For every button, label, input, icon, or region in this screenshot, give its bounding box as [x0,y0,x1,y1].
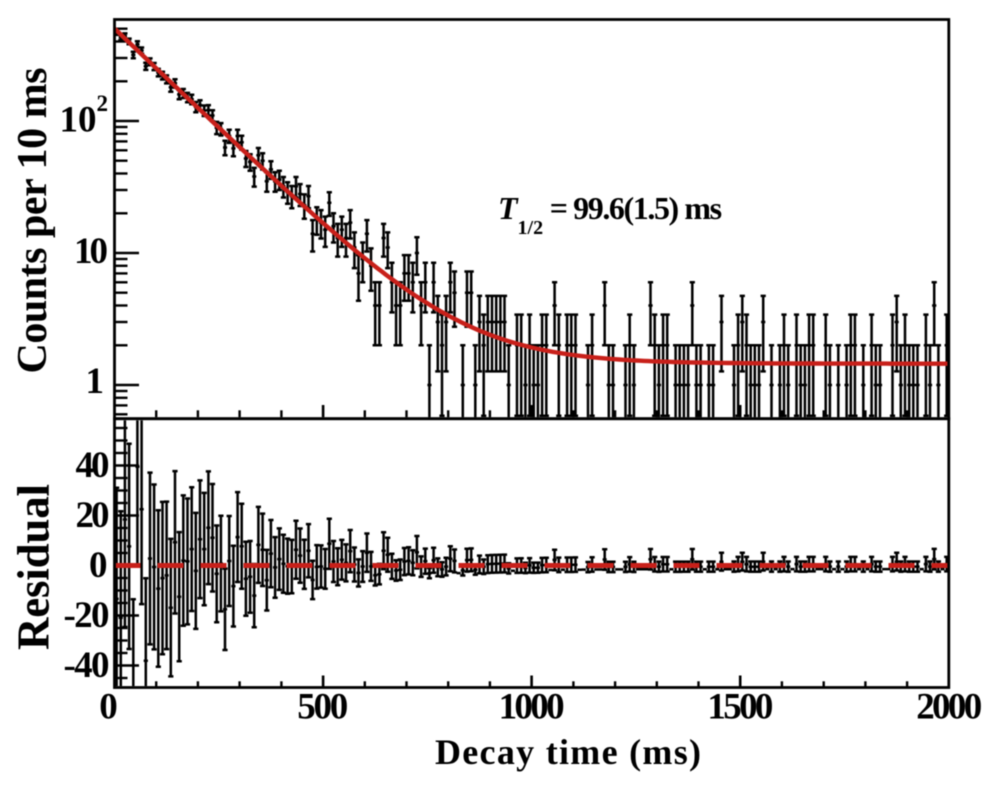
svg-text:1: 1 [86,361,105,402]
svg-text:-40: -40 [64,645,110,686]
svg-text:20: 20 [76,495,110,536]
svg-text:0: 0 [99,687,118,728]
svg-text:0: 0 [89,545,108,586]
svg-text:500: 500 [297,687,348,728]
svg-text:T1/2 = 99.6(1.5) ms: T1/2 = 99.6(1.5) ms [498,190,722,239]
svg-text:-20: -20 [64,595,110,636]
svg-text:Residual: Residual [9,484,59,650]
svg-text:1000: 1000 [499,687,565,728]
svg-text:Counts per 10 ms: Counts per 10 ms [10,68,56,374]
svg-text:1500: 1500 [707,687,773,728]
svg-text:2000: 2000 [916,687,982,728]
svg-text:Decay time (ms): Decay time (ms) [435,732,701,772]
svg-text:40: 40 [76,445,110,486]
svg-text:10: 10 [74,231,108,272]
